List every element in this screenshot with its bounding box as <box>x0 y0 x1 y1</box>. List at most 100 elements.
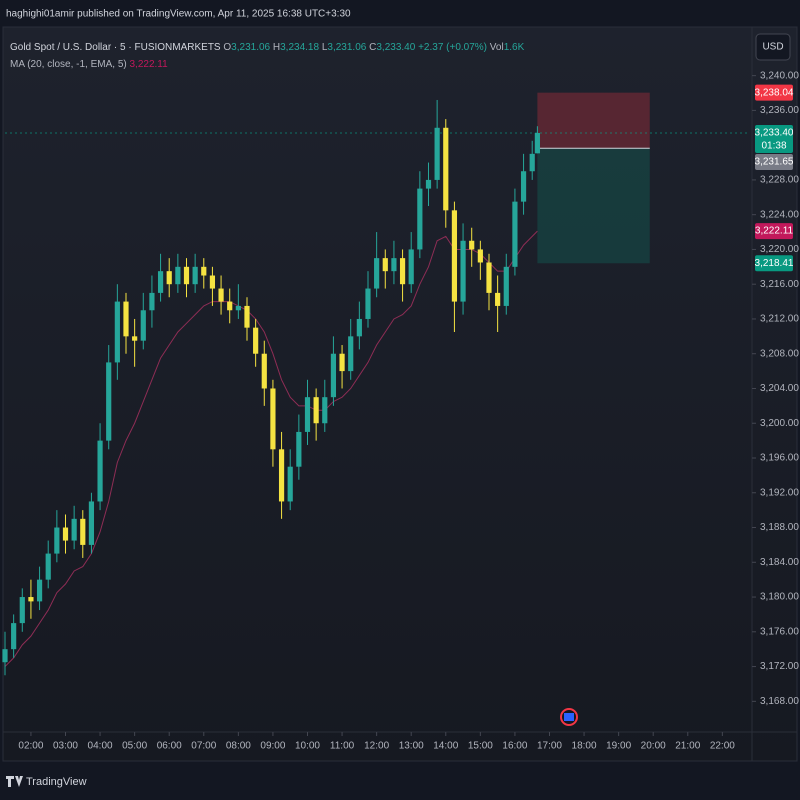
candle-body <box>166 271 172 285</box>
countdown: 01:38 <box>761 141 786 152</box>
x-tick-label: 15:00 <box>468 741 493 752</box>
volume: 1.6K <box>504 42 525 53</box>
candle-body <box>45 553 51 580</box>
y-tick-label: 3,200.00 <box>760 418 799 429</box>
x-tick-label: 13:00 <box>399 741 424 752</box>
symbol: Gold Spot / U.S. Dollar · 5 · FUSIONMARK… <box>10 42 221 53</box>
x-tick-label: 04:00 <box>88 741 113 752</box>
candle-body <box>2 649 8 663</box>
x-tick-label: 19:00 <box>606 741 631 752</box>
y-tick-label: 3,204.00 <box>760 383 799 394</box>
candle-body <box>425 179 432 189</box>
candle-body <box>417 188 423 250</box>
legend-value: 3,234.18 <box>280 42 319 53</box>
currency[interactable]: USD <box>762 42 783 53</box>
price-label-box <box>755 124 793 153</box>
indicator-legend: MA (20, close, -1, EMA, 5) 3,222.11 <box>10 59 168 70</box>
x-tick-label: 07:00 <box>191 741 216 752</box>
candle-body <box>330 353 337 398</box>
y-tick-label: 3,228.00 <box>760 175 799 186</box>
target-zone <box>537 148 650 264</box>
y-tick-label: 3,208.00 <box>760 348 799 359</box>
y-tick-label: 3,188.00 <box>760 522 799 533</box>
candle-body <box>408 249 414 285</box>
legend-key: O <box>223 42 231 53</box>
legend: Gold Spot / U.S. Dollar · 5 · FUSIONMARK… <box>10 42 525 53</box>
price-label-box <box>755 84 793 101</box>
volume-key: Vol <box>490 42 504 53</box>
indicator-value: 3,222.11 <box>130 59 169 70</box>
candle-body <box>374 258 380 289</box>
candle-body <box>183 266 190 285</box>
candle-body <box>486 262 492 293</box>
legend-value: 3,233.40 <box>376 42 415 53</box>
x-tick-label: 10:00 <box>295 741 320 752</box>
y-tick-label: 3,168.00 <box>760 696 799 707</box>
x-tick-label: 05:00 <box>122 741 147 752</box>
candle-body <box>469 240 475 250</box>
legend-key: H <box>273 42 280 53</box>
candle-body <box>218 288 224 302</box>
brand: TradingView <box>26 776 87 788</box>
x-tick-label: 20:00 <box>641 741 666 752</box>
publisher: haghighi01amir published on TradingView.… <box>6 9 351 20</box>
legend-value: 3,231.06 <box>327 42 366 53</box>
candle-body <box>192 266 198 285</box>
candle-body <box>114 301 120 363</box>
indicator: MA (20, close, -1, EMA, 5) <box>10 59 127 70</box>
y-tick-label: 3,184.00 <box>760 557 799 568</box>
candle-body <box>235 305 241 311</box>
candle-body <box>80 518 86 545</box>
y-tick-label: 3,176.00 <box>760 626 799 637</box>
candle-body <box>149 292 155 311</box>
price-labels: 3,238.04 3,233.40 01:38 3,231.65 3,222.11 3,2… <box>755 84 794 272</box>
y-tick-label: 3,172.00 <box>760 661 799 672</box>
candle-body <box>270 388 276 450</box>
price-label-box <box>755 153 793 170</box>
candle-body <box>365 288 371 319</box>
candle-body <box>175 266 181 285</box>
y-tick-label: 3,180.00 <box>760 592 799 603</box>
chart-pane <box>2 26 798 762</box>
logo-icon <box>6 776 23 787</box>
candle-body <box>322 397 328 424</box>
candle-body <box>313 397 319 424</box>
x-tick-label: 09:00 <box>260 741 285 752</box>
candle-body <box>132 336 138 341</box>
candle-body <box>304 397 311 432</box>
event-flag <box>564 713 574 721</box>
price-label: 3,231.65 <box>755 157 794 168</box>
candle-body <box>106 362 112 441</box>
y-tick-label: 3,212.00 <box>760 314 799 325</box>
candle-body <box>227 301 233 311</box>
y-tick-label: 3,236.00 <box>760 105 799 116</box>
candle-body <box>253 327 259 354</box>
x-tick-label: 14:00 <box>433 741 458 752</box>
candle-body <box>512 201 518 267</box>
price-label-box <box>755 223 793 240</box>
x-tick-label: 22:00 <box>710 741 735 752</box>
x-tick-label: 21:00 <box>675 741 700 752</box>
candle-body <box>495 292 501 306</box>
candle-body <box>529 153 535 172</box>
candle-body <box>11 623 17 650</box>
y-tick-label: 3,220.00 <box>760 244 799 255</box>
candle-body <box>62 527 69 541</box>
currency-button[interactable] <box>755 33 791 61</box>
candle-body <box>399 258 406 285</box>
x-tick-label: 16:00 <box>502 741 527 752</box>
stop-zone <box>537 92 650 149</box>
candle-body <box>391 258 397 272</box>
candle-body <box>54 527 60 554</box>
candle-body <box>348 336 354 372</box>
candle-body <box>443 127 449 211</box>
candle-body <box>477 249 483 263</box>
price-label: 3,222.11 <box>755 226 794 237</box>
legend-key: L <box>322 42 328 53</box>
candle-body <box>296 431 302 467</box>
x-tick-label: 02:00 <box>18 741 43 752</box>
x-tick-label: 17:00 <box>537 741 562 752</box>
candle-body <box>382 258 388 272</box>
x-tick-label: 03:00 <box>53 741 78 752</box>
